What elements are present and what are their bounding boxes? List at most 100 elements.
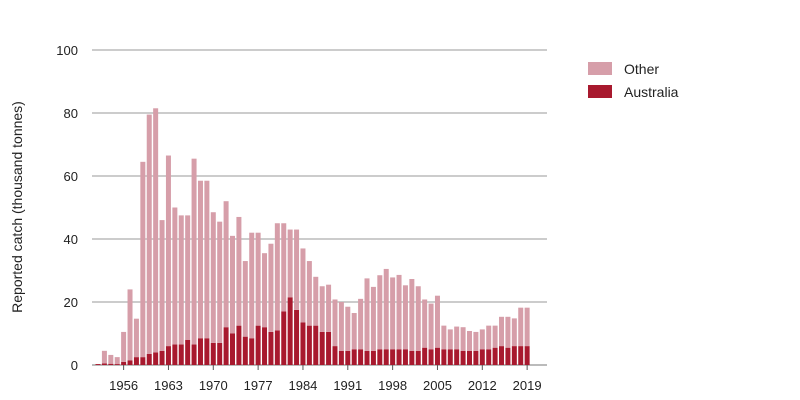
bar-other-1980: [274, 223, 280, 331]
bar-other-1979: [268, 243, 274, 332]
bar-australia-2019: [524, 346, 530, 365]
bar-australia-2013: [486, 349, 492, 365]
x-tick-label: 1977: [244, 378, 273, 393]
bar-other-1970: [210, 212, 216, 343]
bar-other-1993: [358, 298, 364, 350]
bar-other-1963: [165, 155, 171, 347]
bar-other-2011: [473, 331, 479, 351]
bar-other-2019: [524, 307, 530, 347]
bar-australia-1956: [121, 361, 127, 365]
bar-australia-1994: [364, 350, 370, 365]
bar-australia-1990: [338, 350, 344, 365]
bar-australia-1964: [172, 344, 178, 365]
bar-australia-1978: [262, 327, 268, 365]
bar-australia-1967: [191, 344, 197, 365]
bar-other-2004: [428, 303, 434, 350]
bar-australia-1976: [249, 338, 255, 365]
bar-australia-1997: [383, 349, 389, 365]
bar-australia-1968: [197, 338, 203, 365]
bar-australia-1988: [326, 331, 332, 365]
bar-other-1969: [204, 180, 210, 339]
y-tick-label: 60: [64, 169, 78, 184]
bar-australia-2008: [454, 349, 460, 365]
bar-australia-1982: [287, 297, 293, 365]
bar-australia-2004: [428, 349, 434, 365]
bar-other-1966: [185, 215, 191, 340]
bar-australia-2001: [409, 350, 415, 365]
bar-other-1956: [121, 331, 127, 362]
bar-other-1975: [242, 261, 248, 337]
bar-australia-1991: [345, 350, 351, 365]
bar-australia-1953: [101, 363, 107, 365]
bar-other-1971: [217, 221, 223, 343]
bar-other-2010: [466, 330, 472, 351]
bar-australia-1983: [294, 309, 300, 366]
bar-other-1953: [101, 350, 107, 364]
bar-australia-2016: [505, 347, 511, 365]
bar-other-1965: [178, 215, 184, 345]
bar-other-2000: [402, 285, 408, 350]
legend: Other Australia: [588, 61, 679, 100]
bar-australia-1959: [140, 357, 146, 366]
y-tick-label: 20: [64, 295, 78, 310]
bar-other-1972: [223, 201, 229, 328]
bar-other-2007: [447, 329, 453, 350]
bar-australia-1995: [370, 350, 376, 365]
bar-australia-2007: [447, 349, 453, 365]
bar-other-1988: [326, 284, 332, 332]
bar-australia-1972: [223, 327, 229, 365]
bar-other-2015: [499, 316, 505, 347]
bar-other-1955: [114, 357, 120, 365]
bar-other-1986: [313, 276, 319, 326]
x-tick-label: 2012: [468, 378, 497, 393]
legend-label-other: Other: [624, 61, 659, 77]
bar-other-1968: [197, 180, 203, 339]
bar-other-1990: [338, 302, 344, 351]
bar-other-1995: [370, 286, 376, 351]
bar-australia-2011: [473, 350, 479, 365]
bar-australia-1999: [396, 349, 402, 365]
bar-other-1957: [127, 289, 133, 361]
bar-australia-1979: [268, 331, 274, 365]
bar-australia-1966: [185, 339, 191, 365]
bar-other-1974: [236, 216, 242, 326]
bar-other-2001: [409, 279, 415, 351]
bar-other-1982: [287, 229, 293, 298]
x-tick-label: 1998: [378, 378, 407, 393]
bar-australia-1960: [146, 353, 152, 365]
bar-other-1977: [255, 232, 261, 326]
bar-other-2014: [492, 325, 498, 348]
bar-other-1961: [153, 108, 159, 353]
bar-other-1958: [133, 318, 139, 358]
bar-australia-1985: [306, 325, 312, 366]
bar-australia-1989: [332, 346, 338, 365]
bar-australia-1986: [313, 325, 319, 366]
bar-australia-1954: [108, 363, 114, 365]
x-tick-label: 2019: [513, 378, 542, 393]
bar-other-1983: [294, 229, 300, 310]
bar-other-1994: [364, 278, 370, 351]
bar-other-2003: [422, 299, 428, 348]
bar-australia-1993: [358, 349, 364, 365]
bar-australia-1957: [127, 360, 133, 365]
bar-other-1962: [159, 220, 165, 351]
bar-other-2018: [518, 307, 524, 347]
legend-label-australia: Australia: [624, 84, 679, 100]
y-tick-label: 100: [56, 43, 78, 58]
bar-australia-1962: [159, 350, 165, 365]
bar-other-1964: [172, 207, 178, 345]
x-tick-label: 1963: [154, 378, 183, 393]
bar-australia-2003: [422, 347, 428, 365]
bar-other-1954: [108, 354, 114, 364]
bar-other-1960: [146, 114, 152, 354]
bar-other-1967: [191, 158, 197, 345]
bar-other-1984: [300, 248, 306, 323]
bar-other-2005: [434, 295, 440, 348]
bar-australia-2012: [479, 349, 485, 365]
bar-other-1973: [230, 235, 235, 334]
bar-other-2008: [454, 326, 460, 350]
bar-australia-2002: [415, 350, 421, 365]
bar-other-1991: [345, 306, 351, 351]
bar-australia-1992: [351, 349, 357, 365]
